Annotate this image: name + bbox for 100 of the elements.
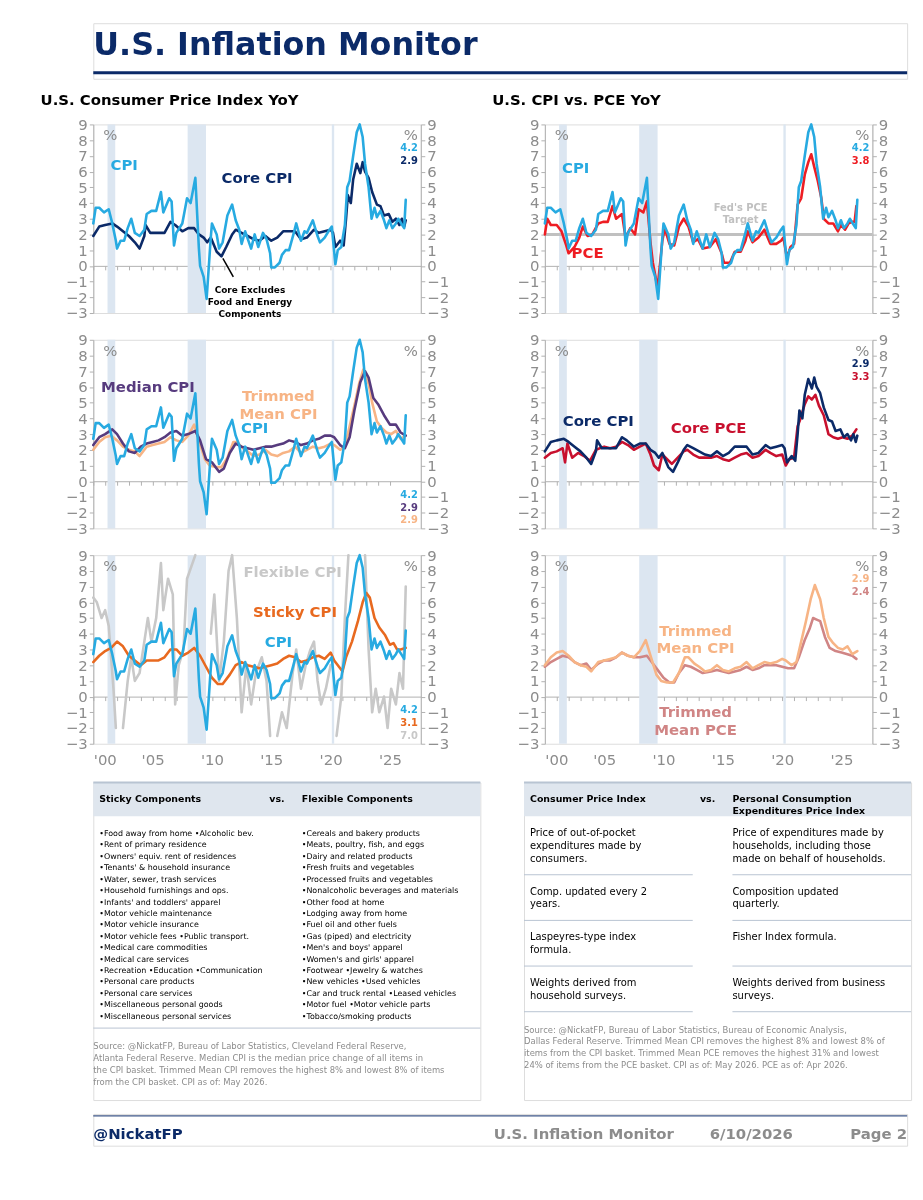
y2-tick-label: 9 [427,546,437,565]
y-tick-label: 6 [78,378,88,397]
y2-tick-label: −3 [427,735,450,754]
y-axis-title: % [554,557,569,576]
text: Weights derived from household surveys. [529,976,637,1001]
series-label: Trimmed Mean CPI [656,621,735,658]
text: •Other food at home [301,897,385,907]
y-tick-label: 0 [78,472,88,491]
y-tick-label: 4 [78,194,88,213]
text: •Dairy and related products [301,851,413,861]
text: Price of expenditures made by households, including those made on behalf of households. [732,827,886,864]
y-axis-title: % [103,341,118,360]
text: •Fuel oil and other fuels [301,920,397,930]
text: •Water, sewer, trash services [99,874,217,884]
x-tick-label: '25 [378,751,402,770]
series-label: PCE [571,244,604,263]
y2-tick-label: −2 [878,719,901,738]
y2-tick-label: 0 [878,472,889,491]
x-tick-label: '15 [711,751,735,770]
y2-tick-label: 4 [878,194,889,213]
y2-tick-label: 1 [427,241,437,260]
y2-tick-label: 3 [878,425,889,444]
text: Fisher Index formula. [732,931,837,943]
y2-tick-label: −3 [878,735,901,754]
text: •New vehicles •Used vehicles [301,977,421,987]
annotation: 2.9 [851,357,870,369]
y-tick-label: 7 [78,362,88,381]
y2-tick-label: −1 [427,488,450,507]
y-tick-label: 8 [529,131,540,150]
y-tick-label: 5 [529,609,540,628]
y2-tick-label: 2 [878,656,889,675]
y2-tick-label: 7 [878,362,889,381]
y-tick-label: 7 [529,147,540,166]
y2-tick-label: 6 [427,378,437,397]
annotation: Core Excludes Food and Energy Components [207,285,293,320]
text: Laspeyres-type index formula. [529,931,637,956]
text: Median CPI [100,377,195,396]
y-tick-label: −3 [65,735,88,754]
y-tick-label: 9 [529,546,540,565]
series-label: CPI [110,156,138,175]
y2-tick-label: −1 [878,488,901,507]
text: •Motor fuel •Motor vehicle parts [301,1000,431,1010]
y2-tick-label: 8 [427,131,437,150]
y-tick-label: 9 [529,115,540,134]
y-tick-label: 0 [78,257,88,276]
y-tick-label: 1 [529,241,540,260]
text: •Rent of primary residence [99,840,207,850]
series-label: CPI [264,632,293,651]
y2-tick-label: 2 [427,656,437,675]
text: vs. [269,793,285,805]
text: 6/10/2026 [709,1124,793,1143]
text: •Motor vehicle insurance [99,920,199,930]
x-tick-label: '20 [771,751,795,770]
text: •Lodging away from home [301,908,408,918]
y-tick-label: 3 [529,425,540,444]
y2-axis-title: % [403,341,418,360]
y-tick-label: 8 [78,562,88,581]
annotation: 2.9 [400,501,418,513]
text: •Men's and boys' apparel [301,943,403,953]
y2-tick-label: 1 [878,672,889,691]
y-tick-label: 1 [78,241,88,260]
text: •Women's and girls' apparel [301,954,414,964]
text: •Processed fruits and vegetables [301,874,433,884]
y2-tick-label: 0 [427,257,437,276]
source-note: Source: @NickatFP, Bureau of Labor Statistics, Bureau of Economic Analysis, Dallas Federal Reserve. Trimmed Mean CPI removes the highest 8% and lowest 8% of items from the CPI basket. Trimmed Mean PCE removes the highest 31% and lowest 24% of items from the PCE basket. CPI as of: May 2026. PCE as of: Apr 2026. [524,1024,886,1071]
annotation: 2.4 [851,585,870,597]
y2-tick-label: 8 [878,131,889,150]
series-label: CPI [562,159,590,178]
annotation: 4.2 [400,142,418,154]
text: •Medical care services [99,954,189,964]
annotation: 4.2 [400,703,418,715]
y-tick-label: 6 [529,378,540,397]
y2-tick-label: 8 [878,562,889,581]
y2-tick-label: 9 [878,546,889,565]
y2-tick-label: 5 [427,609,437,628]
text: •Tobacco/smoking products [301,1011,412,1021]
text: Weights derived from business surveys. [732,976,886,1001]
annotation: 2.9 [400,514,418,526]
x-tick-label: '00 [93,751,117,770]
y-tick-label: −3 [517,735,540,754]
text: •Tenants' & household insurance [99,863,231,873]
y-tick-label: 8 [78,131,88,150]
y-axis-title: % [554,341,569,360]
y-tick-label: 7 [78,147,88,166]
text: •Fresh fruits and vegetables [301,863,415,873]
y2-tick-label: 5 [878,609,889,628]
text: •Food away from home •Alcoholic bev. [99,829,254,839]
y-tick-label: 2 [529,656,540,675]
y2-tick-label: 8 [427,562,437,581]
text: •Meats, poultry, fish, and eggs [301,840,425,850]
series-label: Trimmed Mean PCE [654,703,737,740]
y-axis-title: % [554,126,569,145]
x-tick-label: '05 [593,751,617,770]
y-tick-label: 9 [78,546,88,565]
text: •Infants' and toddlers' apparel [99,897,221,907]
text: Page 2 [850,1124,908,1143]
y-tick-label: −2 [65,719,88,738]
y-tick-label: 2 [78,656,88,675]
text: •Household furnishings and ops. [99,886,229,896]
y2-axis-title: % [855,341,870,360]
